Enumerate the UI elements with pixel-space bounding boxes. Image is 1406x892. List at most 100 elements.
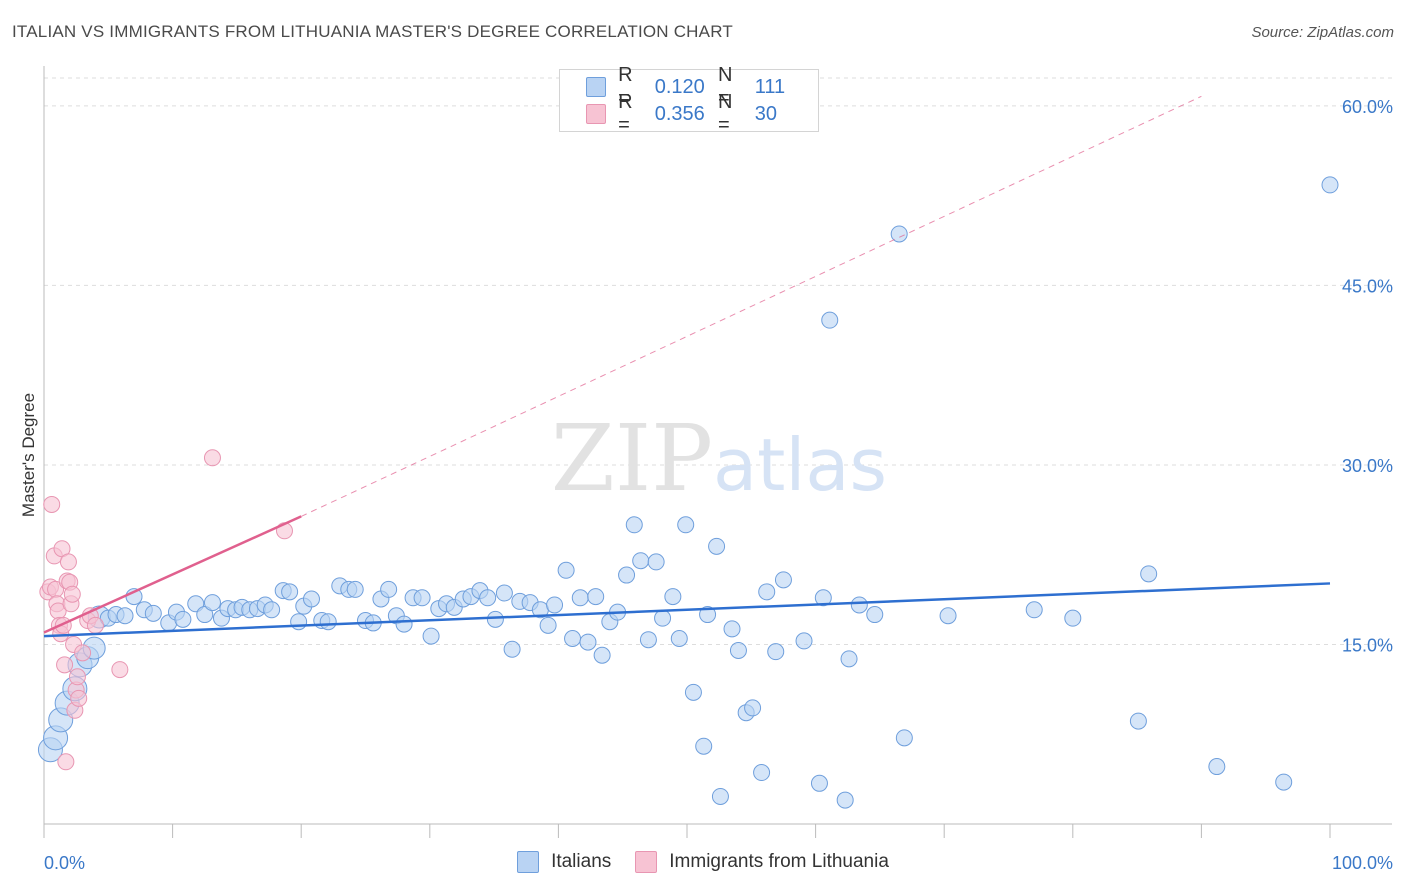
- point-italians: [895, 729, 913, 747]
- point-italians: [744, 699, 762, 717]
- point-italians: [939, 607, 957, 625]
- legend-r-value: 0.356: [654, 102, 705, 125]
- watermark-atlas: atlas: [713, 423, 887, 507]
- point-italians: [196, 606, 214, 624]
- point-italians: [1064, 609, 1082, 627]
- point-italians: [290, 613, 308, 631]
- point-italians: [203, 594, 221, 612]
- point-italians: [729, 641, 747, 659]
- y-tick-label: 30.0%: [1342, 456, 1393, 476]
- point-italians: [395, 615, 413, 633]
- point-italians: [564, 629, 582, 647]
- y-tick-label: 45.0%: [1342, 276, 1393, 296]
- legend-item-italians[interactable]: Italians: [517, 851, 611, 873]
- legend-n-label: N =: [718, 91, 733, 136]
- point-italians: [116, 607, 134, 625]
- point-lithuania: [74, 644, 92, 662]
- point-italians: [664, 588, 682, 606]
- point-italians: [654, 609, 672, 627]
- point-italians: [422, 627, 440, 645]
- watermark: ZIP atlas: [551, 405, 887, 512]
- point-italians: [795, 632, 813, 650]
- point-italians: [1140, 565, 1158, 583]
- point-italians: [677, 516, 695, 534]
- watermark-zip: ZIP: [551, 405, 713, 512]
- trend-line-lithuania-extension: [300, 95, 1202, 517]
- legend-swatch-lithuania: [635, 851, 658, 873]
- legend-row-lithuania: R = 0.356 N = 30: [586, 91, 818, 136]
- point-italians: [684, 683, 702, 701]
- point-italians: [1321, 176, 1339, 194]
- y-axis-label: Master's Degree: [19, 393, 38, 517]
- point-italians: [866, 606, 884, 624]
- legend-label-italians: Italians: [551, 851, 612, 872]
- point-italians: [571, 589, 589, 607]
- point-italians: [625, 516, 643, 534]
- point-italians: [174, 610, 192, 628]
- point-italians: [263, 601, 281, 619]
- point-lithuania: [63, 585, 81, 603]
- point-italians: [479, 589, 497, 607]
- point-italians: [890, 225, 908, 243]
- point-italians: [767, 643, 785, 661]
- legend-swatch-italians: [586, 77, 607, 97]
- legend-swatch-italians: [517, 851, 540, 873]
- point-italians: [281, 583, 299, 601]
- legend-n-value: 111: [754, 75, 786, 98]
- point-italians: [413, 589, 431, 607]
- point-italians: [557, 561, 575, 579]
- data-points: [37, 176, 1339, 809]
- point-italians: [579, 633, 597, 651]
- point-lithuania: [57, 753, 75, 771]
- point-italians: [618, 566, 636, 584]
- legend-r-label: R =: [618, 64, 633, 109]
- point-italians: [840, 650, 858, 668]
- point-italians: [1208, 758, 1226, 776]
- point-lithuania: [203, 449, 221, 467]
- point-italians: [346, 580, 364, 598]
- point-italians: [503, 640, 521, 658]
- point-italians: [758, 583, 776, 601]
- point-italians: [670, 629, 688, 647]
- point-italians: [723, 620, 741, 638]
- point-italians: [695, 737, 713, 755]
- point-italians: [753, 764, 771, 782]
- source-label: Source: ZipAtlas.com: [1251, 24, 1394, 41]
- legend-n-label: N =: [718, 64, 733, 109]
- legend-r-value: 0.120: [654, 75, 705, 98]
- point-italians: [639, 631, 657, 649]
- legend-n-value: 30: [754, 102, 777, 125]
- point-italians: [699, 606, 717, 624]
- legend-item-lithuania[interactable]: Immigrants from Lithuania: [635, 851, 889, 873]
- point-italians: [380, 580, 398, 598]
- point-italians: [319, 613, 337, 631]
- point-italians: [810, 774, 828, 792]
- point-italians: [539, 616, 557, 634]
- point-italians: [495, 584, 513, 602]
- correlation-legend: R = 0.120 N = 111 R = 0.356 N = 30: [559, 64, 819, 136]
- legend-label-lithuania: Immigrants from Lithuania: [669, 851, 889, 872]
- legend-swatch-lithuania: [586, 104, 607, 124]
- y-tick-label: 60.0%: [1342, 97, 1393, 117]
- point-italians: [814, 589, 832, 607]
- trend-line-italians: [43, 582, 1331, 638]
- point-italians: [144, 604, 162, 622]
- point-italians: [850, 596, 868, 614]
- point-italians: [821, 311, 839, 329]
- point-italians: [1275, 773, 1293, 791]
- point-lithuania: [59, 553, 77, 571]
- axes: [43, 66, 1392, 838]
- point-italians: [546, 596, 564, 614]
- point-lithuania: [70, 689, 88, 707]
- point-italians: [632, 552, 650, 570]
- point-lithuania: [56, 656, 74, 674]
- point-italians: [302, 590, 320, 608]
- point-lithuania: [86, 616, 104, 634]
- point-italians: [593, 646, 611, 664]
- point-italians: [1129, 712, 1147, 730]
- point-italians: [836, 791, 854, 809]
- point-lithuania: [111, 661, 129, 679]
- point-lithuania: [68, 668, 86, 686]
- point-italians: [708, 537, 726, 555]
